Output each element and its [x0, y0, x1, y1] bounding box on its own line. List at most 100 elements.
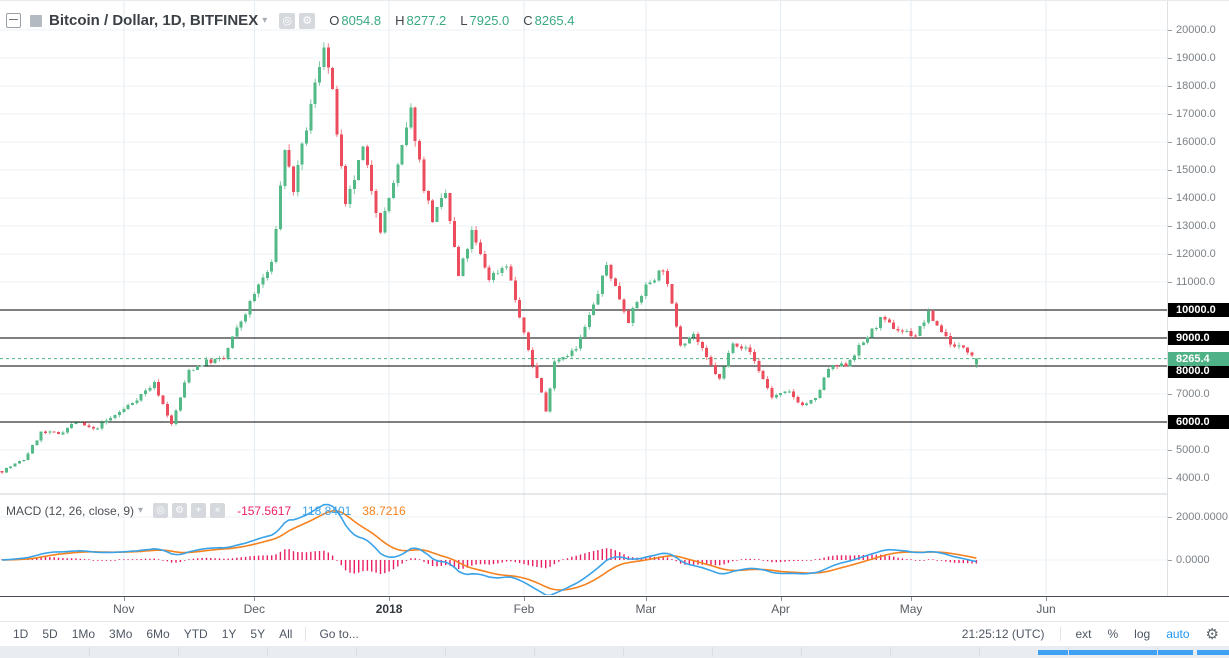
time-axis[interactable]: Nov Dec 2018 Feb Mar Apr May Jun [0, 596, 1229, 621]
bottom-scroll-strip [0, 646, 1229, 658]
series-type-icon [30, 14, 42, 27]
ohlc-pair: H 8277.2 [395, 13, 447, 28]
bottom-toolbar: 1D 5D 1Mo 3Mo 6Mo YTD 1Y 5Y All Go to... 21:25:1… [0, 621, 1229, 646]
macd-tick-label: 0.0000 [1168, 553, 1229, 567]
price-tick-label: 17000.0 [1168, 107, 1229, 121]
strip-divider [712, 647, 713, 657]
macd-histogram-value: -157.5617 [237, 503, 292, 518]
range-button-6Mo[interactable]: 6Mo [146, 627, 170, 641]
range-button-All[interactable]: All [279, 627, 293, 641]
strip-divider [979, 647, 980, 657]
mode-button-ext[interactable]: ext [1075, 627, 1092, 641]
ohlc-pair: L 7925.0 [460, 13, 510, 28]
price-tick-label: 7000.0 [1168, 387, 1229, 401]
time-label-May: May [899, 602, 923, 616]
macd-indicator-title[interactable]: MACD (12, 26, close, 9) [6, 503, 135, 518]
time-tick [1046, 597, 1047, 601]
macd-add-icon[interactable]: + [191, 503, 207, 518]
price-axis[interactable]: 20000.0 19000.0 18000.0 17000.0 16000.0 15000… [1167, 1, 1229, 596]
time-tick [254, 597, 256, 601]
scrollbar-thumb[interactable] [1038, 650, 1193, 655]
range-button-5D[interactable]: 5D [42, 627, 58, 641]
time-tick [524, 597, 525, 601]
chevron-down-icon[interactable]: ▾ [262, 15, 268, 26]
time-label-Apr: Apr [771, 602, 790, 616]
strip-divider [356, 647, 357, 657]
macd-legend: MACD (12, 26, close, 9) ▾ ◎ ⚙ + × -157.5… [6, 503, 417, 518]
time-tick [123, 597, 125, 601]
strip-divider [1157, 647, 1158, 657]
chart-properties-gear-icon[interactable]: ⚙ [1205, 626, 1219, 643]
time-label-Feb: Feb [513, 602, 535, 616]
level-price-badge: 6000.0 [1168, 415, 1229, 429]
price-tick-label: 13000.0 [1168, 219, 1229, 233]
time-tick [389, 597, 391, 601]
price-tick-label: 4000.0 [1168, 471, 1229, 485]
strip-divider [178, 647, 179, 657]
strip-divider [623, 647, 624, 657]
macd-close-icon[interactable]: × [210, 503, 226, 518]
price-tick-label: 16000.0 [1168, 135, 1229, 149]
price-tick-label: 14000.0 [1168, 191, 1229, 205]
time-label-Mar: Mar [635, 602, 657, 616]
range-button-YTD[interactable]: YTD [183, 627, 208, 641]
toolbar-right: 21:25:12 (UTC) ext% log auto ⚙ [952, 625, 1229, 643]
visibility-toggle-icon[interactable]: ◎ [279, 12, 296, 29]
strip-divider [534, 647, 535, 657]
symbol-title[interactable]: Bitcoin / Dollar, 1D, BITFINEX [49, 12, 259, 29]
level-price-badge: 8000.0 [1168, 364, 1229, 378]
last-price-badge: 8265.4 [1168, 351, 1229, 366]
scale-modes: ext% log auto [1067, 627, 1197, 641]
chevron-down-icon[interactable]: ▾ [138, 505, 144, 516]
series-settings-icon[interactable]: ⚙ [299, 12, 316, 29]
price-tick-label: 11000.0 [1168, 275, 1229, 289]
range-button-3Mo[interactable]: 3Mo [109, 627, 133, 641]
range-button-1Y[interactable]: 1Y [221, 627, 237, 641]
macd-tick-label: 2000.0000 [1168, 510, 1229, 524]
goto-button[interactable]: Go to... [319, 627, 359, 641]
collapse-legend-button[interactable] [6, 13, 21, 28]
time-label-2018: 2018 [375, 602, 403, 616]
ohlc-readout: O 8054.8 H 8277.2 L 7925.0 C 8265.4 [329, 13, 588, 28]
time-tick [780, 597, 782, 601]
price-tick-label: 20000.0 [1168, 23, 1229, 37]
strip-divider [267, 647, 268, 657]
price-tick-label: 18000.0 [1168, 79, 1229, 93]
range-button-5Y[interactable]: 5Y [250, 627, 266, 641]
mode-button-log[interactable]: log [1134, 627, 1151, 641]
time-tick [645, 597, 647, 601]
mode-button-percent[interactable]: % [1107, 627, 1119, 641]
range-buttons: 1D 5D 1Mo 3Mo 6Mo YTD 1Y 5Y All [0, 627, 299, 641]
macd-values: -157.5617 118.8401 38.7216 [237, 504, 417, 518]
time-label-Jun: Jun [1036, 602, 1056, 616]
ohlc-pair: O 8054.8 [329, 13, 382, 28]
strip-divider [801, 647, 802, 657]
strip-divider [445, 647, 446, 657]
ohlc-pair: C 8265.4 [523, 13, 575, 28]
candlestick-chart[interactable] [0, 1, 1167, 596]
range-button-1Mo[interactable]: 1Mo [71, 627, 96, 641]
price-tick-label: 5000.0 [1168, 443, 1229, 457]
time-label-Dec: Dec [243, 602, 265, 616]
macd-signal-value: 38.7216 [362, 503, 406, 518]
macd-settings-icon[interactable]: ⚙ [172, 503, 188, 518]
price-tick-label: 12000.0 [1168, 247, 1229, 261]
strip-divider [89, 647, 90, 657]
mode-button-auto[interactable]: auto [1166, 627, 1190, 641]
toolbar-divider [1060, 627, 1062, 641]
range-button-1D[interactable]: 1D [13, 627, 29, 641]
main-series-legend: Bitcoin / Dollar, 1D, BITFINEX ▾ ◎ ⚙ O 80… [6, 12, 588, 29]
clock-utc[interactable]: 21:25:12 (UTC) [961, 627, 1045, 641]
price-tick-label: 15000.0 [1168, 163, 1229, 177]
time-tick [911, 597, 913, 601]
toolbar-divider [305, 627, 307, 641]
time-label-Nov: Nov [113, 602, 135, 616]
strip-divider [1068, 647, 1069, 657]
level-price-badge: 9000.0 [1168, 331, 1229, 345]
macd-line-value: 118.8401 [302, 503, 352, 518]
scrollbar-thumb-end[interactable] [1197, 650, 1229, 655]
price-tick-label: 19000.0 [1168, 51, 1229, 65]
macd-visibility-icon[interactable]: ◎ [153, 503, 169, 518]
level-price-badge: 10000.0 [1168, 303, 1229, 317]
